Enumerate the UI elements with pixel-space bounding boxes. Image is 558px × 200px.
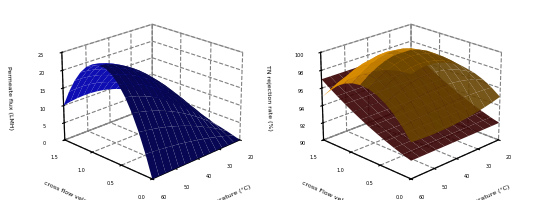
X-axis label: Temperature (°C): Temperature (°C) <box>459 184 511 200</box>
Y-axis label: cross flow velocity (m/s): cross flow velocity (m/s) <box>42 179 114 200</box>
Y-axis label: cross Flow velocity (m/s): cross Flow velocity (m/s) <box>301 179 374 200</box>
X-axis label: Temperature (°C): Temperature (°C) <box>200 184 252 200</box>
